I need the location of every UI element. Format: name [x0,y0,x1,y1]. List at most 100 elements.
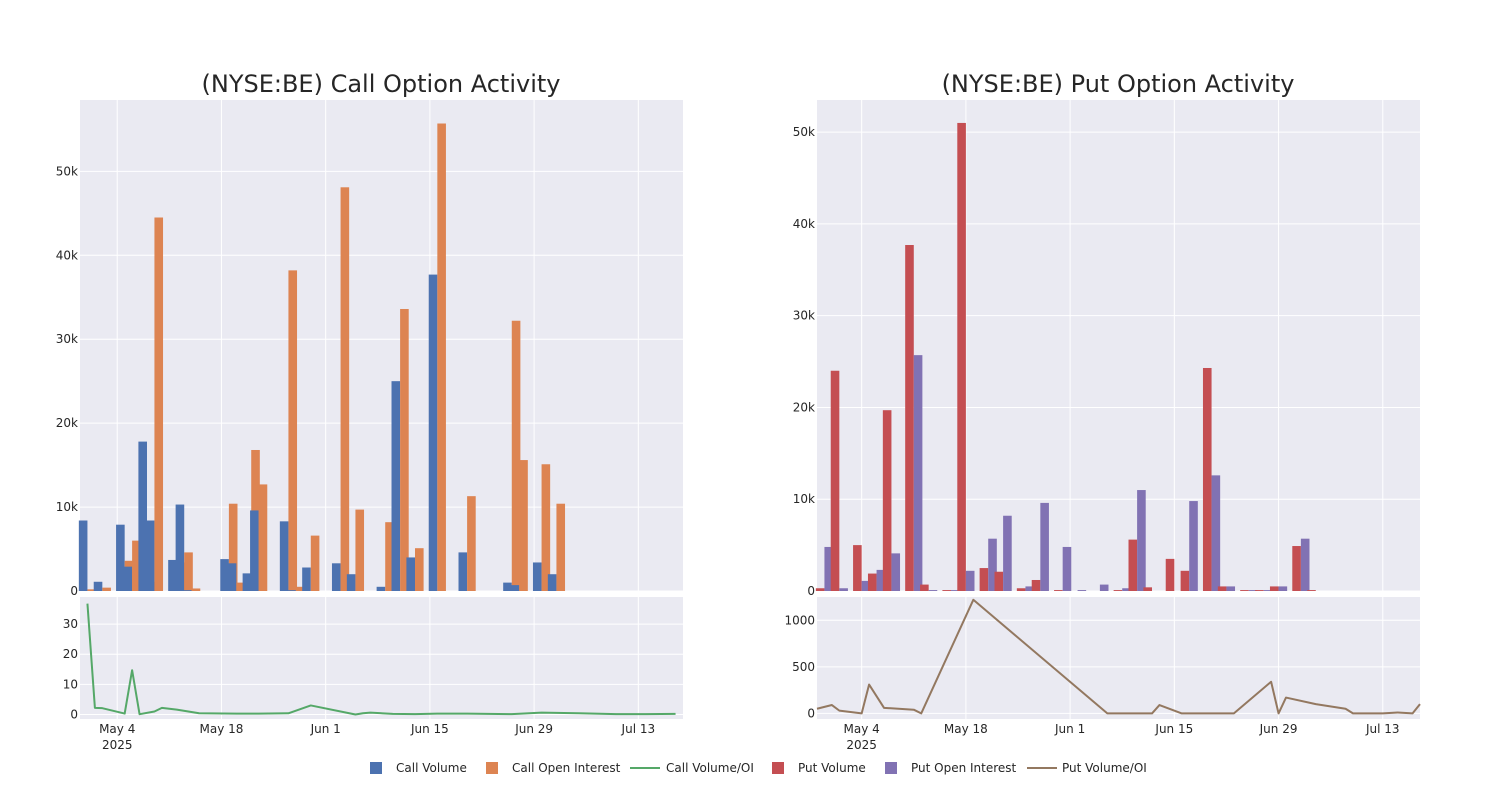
call-bar-open-interest [102,587,111,591]
call-bar-open-interest [236,582,245,591]
legend-label: Call Open Interest [512,761,621,775]
put-bar-open-interest [1263,590,1273,591]
call-ratio-ytick-label: 10 [63,677,78,691]
legend-label: Put Volume [798,761,866,775]
legend-label: Call Volume [396,761,467,775]
call-bar-open-interest [355,509,365,591]
put-bar-open-interest [1099,584,1109,591]
call-bar-ytick-label: 30k [56,332,78,346]
legend-label: Call Volume/OI [666,761,754,775]
call-ratio-ytick-label: 20 [63,647,78,661]
call-bar-volume [175,504,185,591]
put-bar-volume [1255,590,1264,591]
put-bar-open-interest [824,546,834,591]
put-xtick-label: Jun 1 [1054,722,1085,736]
call-bar-open-interest [556,503,566,591]
put-bar-open-interest [1226,586,1236,591]
put-bar-open-interest [965,570,975,591]
put-bar-volume [830,370,840,591]
put-bar-volume [867,573,877,591]
put-bar-volume [1180,570,1190,591]
call-bar-volume [227,563,237,591]
call-xtick-label: May 18 [199,722,243,736]
call-bar-plot-area [80,100,683,591]
put-bar-open-interest [1040,502,1049,591]
call-bar-volume [376,586,386,591]
call-bar-volume [123,566,133,591]
call-bar-volume [138,441,147,591]
call-bar-open-interest [191,588,201,591]
call-ratio-plot-area [80,597,683,719]
put-bar-open-interest [1137,490,1146,591]
call-bar-open-interest [288,270,298,591]
call-bar-ytick-label: 0 [70,584,78,598]
put-bar-open-interest [1211,475,1221,591]
legend-swatch [486,762,498,774]
call-bar-open-interest [295,586,305,591]
call-bar-volume [242,573,252,591]
call-bar-volume [168,559,177,591]
call-bar-volume [406,557,415,591]
put-bar-open-interest [988,538,997,591]
call-xtick-label: Jun 29 [514,722,553,736]
put-bar-volume [1307,590,1316,591]
put-xtick-label: May 18 [944,722,988,736]
put-bar-open-interest [1122,588,1131,591]
call-bar-volume [250,510,259,591]
put-bar-open-interest [928,590,938,591]
put-bar-ytick-label: 10k [793,492,815,506]
call-bar-volume [279,521,289,591]
call-bar-open-interest [87,589,97,591]
call-bar-open-interest [258,484,268,591]
call-xtick-label: Jul 13 [621,722,656,736]
call-bar-open-interest [310,535,320,591]
put-bar-ytick-label: 20k [793,400,815,414]
put-bar-ytick-label: 30k [793,309,815,323]
put-ratio-line [816,598,1421,715]
call-bar-volume [510,585,520,591]
legend: Call Volume Call Open Interest Call Volume… [370,761,1147,775]
put-bar-volume [1143,587,1152,591]
call-bar-ytick-label: 20k [56,416,78,430]
call-bar-volume [428,274,438,591]
call-bar-open-interest [437,123,446,591]
put-bar-volume [905,245,914,591]
put-bar-open-interest [891,553,901,591]
call-bar-volume [547,574,557,591]
put-chart-title: (NYSE:BE) Put Option Activity [942,70,1295,98]
call-bar-open-interest [467,496,476,591]
call-ratio-line [86,603,676,716]
put-bar-volume [815,588,825,591]
call-bar-open-interest [340,187,350,592]
call-bar-open-interest [132,540,141,591]
call-chart: (NYSE:BE) Call Option Activity 0 10k 20k 30k… [56,70,683,752]
call-bar-volume [145,520,155,591]
put-bar-open-interest [1248,590,1258,591]
call-bar-open-interest [154,217,164,591]
put-bar-volume [882,410,892,591]
put-bar-open-interest [1062,546,1072,591]
put-bar-volume [942,590,951,591]
put-bar-volume [1292,546,1301,591]
call-bar-volume [93,581,103,591]
put-bar-open-interest [913,355,923,591]
call-bar-open-interest [519,460,528,591]
call-xtick-label: Jun 1 [310,722,341,736]
legend-label: Put Volume/OI [1062,761,1147,775]
put-chart: (NYSE:BE) Put Option Activity 0 10k 20k 30k 4… [784,70,1421,752]
call-bar-ytick-label: 40k [56,248,78,262]
call-bar-ytick-label: 50k [56,164,78,178]
call-bar-volume [391,381,401,591]
legend-swatch [370,762,382,774]
call-ratio-ytick-label: 30 [63,617,78,631]
put-bar-volume [920,584,929,591]
call-bar-volume [331,563,341,591]
legend-label: Put Open Interest [911,761,1017,775]
call-bar-open-interest [400,308,409,591]
call-ratio-ytick-label: 0 [70,707,78,721]
call-bar-open-interest [511,320,521,591]
legend-swatch [885,762,897,774]
put-ratio-ytick-label: 1000 [784,613,815,627]
